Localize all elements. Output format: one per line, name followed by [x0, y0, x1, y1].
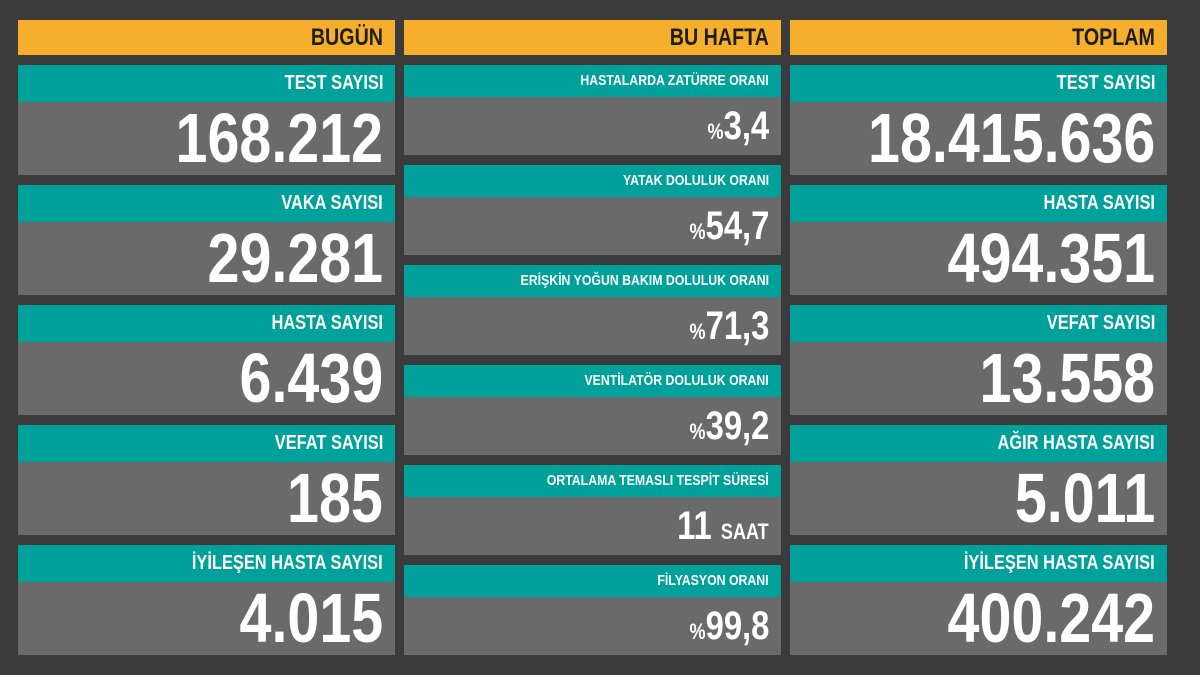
value-prefix: % [689, 219, 706, 244]
value-prefix: % [689, 619, 706, 644]
item-label: YATAK DOLULUK ORANI [622, 172, 769, 189]
item-label-bar: TEST SAYISI [790, 65, 1167, 102]
column-title: BU HAFTA [669, 24, 769, 51]
item-value-box: 13.558 [790, 342, 1167, 415]
item-value-box: %54,7 [404, 197, 781, 255]
item-value-wrap: %39,2 [689, 397, 769, 461]
item-label: TEST SAYISI [1056, 72, 1155, 94]
item-value: 11 [677, 504, 713, 548]
item-label-bar: YATAK DOLULUK ORANI [404, 165, 781, 197]
item-value: 494.351 [947, 219, 1155, 297]
value-prefix: % [689, 419, 706, 444]
column-header: BU HAFTA [404, 20, 781, 55]
item-label: HASTA SAYISI [1043, 192, 1155, 214]
item-value-box: %3,4 [404, 97, 781, 155]
item-label: VEFAT SAYISI [274, 432, 383, 454]
item-value: 6.439 [239, 339, 383, 417]
item-value-wrap: 6.439 [239, 342, 383, 415]
item-value-box: 494.351 [790, 222, 1167, 295]
item-value: 99,8 [705, 604, 769, 648]
item-label-bar: HASTA SAYISI [18, 305, 395, 342]
item-value-wrap: %3,4 [707, 97, 769, 161]
item-value: 29.281 [207, 219, 383, 297]
item-value: 400.242 [947, 579, 1155, 657]
item-label: VENTİLATÖR DOLULUK ORANI [584, 372, 769, 389]
item-label-bar: HASTA SAYISI [790, 185, 1167, 222]
item-label: ERİŞKİN YOĞUN BAKIM DOLULUK ORANI [520, 272, 769, 289]
item-value: 4.015 [239, 579, 383, 657]
item-value-wrap: 13.558 [979, 342, 1155, 415]
item-label: AĞIR HASTA SAYISI [997, 432, 1155, 454]
item-label: TEST SAYISI [284, 72, 383, 94]
item-value-box: 18.415.636 [790, 102, 1167, 175]
item-value-wrap: 185 [287, 462, 383, 535]
item-value-box: %39,2 [404, 397, 781, 455]
item-value-wrap: 168.212 [176, 102, 383, 175]
item-value: 39,2 [705, 404, 769, 448]
item-value-box: 400.242 [790, 582, 1167, 655]
item-label-bar: VAKA SAYISI [18, 185, 395, 222]
column-header: TOPLAM [790, 20, 1167, 55]
item-label: VEFAT SAYISI [1046, 312, 1155, 334]
item-label-bar: İYİLEŞEN HASTA SAYISI [790, 545, 1167, 582]
item-label: FİLYASYON ORANI [657, 572, 769, 589]
item-value-wrap: %99,8 [689, 597, 769, 661]
item-value-wrap: 18.415.636 [868, 102, 1155, 175]
item-label: HASTA SAYISI [271, 312, 383, 334]
item-value: 13.558 [979, 339, 1155, 417]
item-value: 18.415.636 [867, 99, 1155, 177]
item-label-bar: FİLYASYON ORANI [404, 565, 781, 597]
item-value-box: 185 [18, 462, 395, 535]
item-label-bar: VENTİLATÖR DOLULUK ORANI [404, 365, 781, 397]
column-header: BUGÜN [18, 20, 395, 55]
item-value-box: %71,3 [404, 297, 781, 355]
column-title: BUGÜN [310, 24, 383, 51]
item-value-box: 168.212 [18, 102, 395, 175]
item-value-box: 5.011 [790, 462, 1167, 535]
item-value-wrap: 5.011 [1015, 462, 1155, 535]
item-value: 5.011 [1014, 459, 1155, 537]
item-value: 168.212 [175, 99, 383, 177]
item-label: VAKA SAYISI [281, 192, 383, 214]
item-label: ORTALAMA TEMASLI TESPİT SÜRESİ [546, 472, 769, 489]
item-value-wrap: 494.351 [948, 222, 1155, 295]
item-value-box: 29.281 [18, 222, 395, 295]
item-value-box: 6.439 [18, 342, 395, 415]
item-label: İYİLEŞEN HASTA SAYISI [192, 552, 383, 574]
item-value-box: 11 SAAT [404, 497, 781, 555]
item-value-box: 4.015 [18, 582, 395, 655]
item-value-wrap: 11 SAAT [677, 497, 769, 561]
item-value-wrap: 4.015 [239, 582, 383, 655]
value-prefix: % [707, 119, 724, 144]
item-value-wrap: %54,7 [689, 197, 769, 261]
item-label-bar: ERİŞKİN YOĞUN BAKIM DOLULUK ORANI [404, 265, 781, 297]
item-value-box: %99,8 [404, 597, 781, 655]
item-label: HASTALARDA ZATÜRRE ORANI [580, 72, 769, 89]
item-label-bar: HASTALARDA ZATÜRRE ORANI [404, 65, 781, 97]
item-value-wrap: 29.281 [207, 222, 383, 295]
value-prefix: % [689, 319, 706, 344]
item-value-wrap: %71,3 [689, 297, 769, 361]
item-label: İYİLEŞEN HASTA SAYISI [964, 552, 1155, 574]
item-label-bar: VEFAT SAYISI [18, 425, 395, 462]
column-title: TOPLAM [1072, 24, 1155, 51]
item-value: 185 [287, 459, 383, 537]
item-label-bar: ORTALAMA TEMASLI TESPİT SÜRESİ [404, 465, 781, 497]
item-value: 54,7 [705, 204, 769, 248]
item-value: 71,3 [705, 304, 769, 348]
item-value-wrap: 400.242 [948, 582, 1155, 655]
item-label-bar: TEST SAYISI [18, 65, 395, 102]
value-suffix: SAAT [721, 519, 769, 544]
item-label-bar: AĞIR HASTA SAYISI [790, 425, 1167, 462]
item-value: 3,4 [723, 104, 769, 148]
item-label-bar: İYİLEŞEN HASTA SAYISI [18, 545, 395, 582]
item-label-bar: VEFAT SAYISI [790, 305, 1167, 342]
